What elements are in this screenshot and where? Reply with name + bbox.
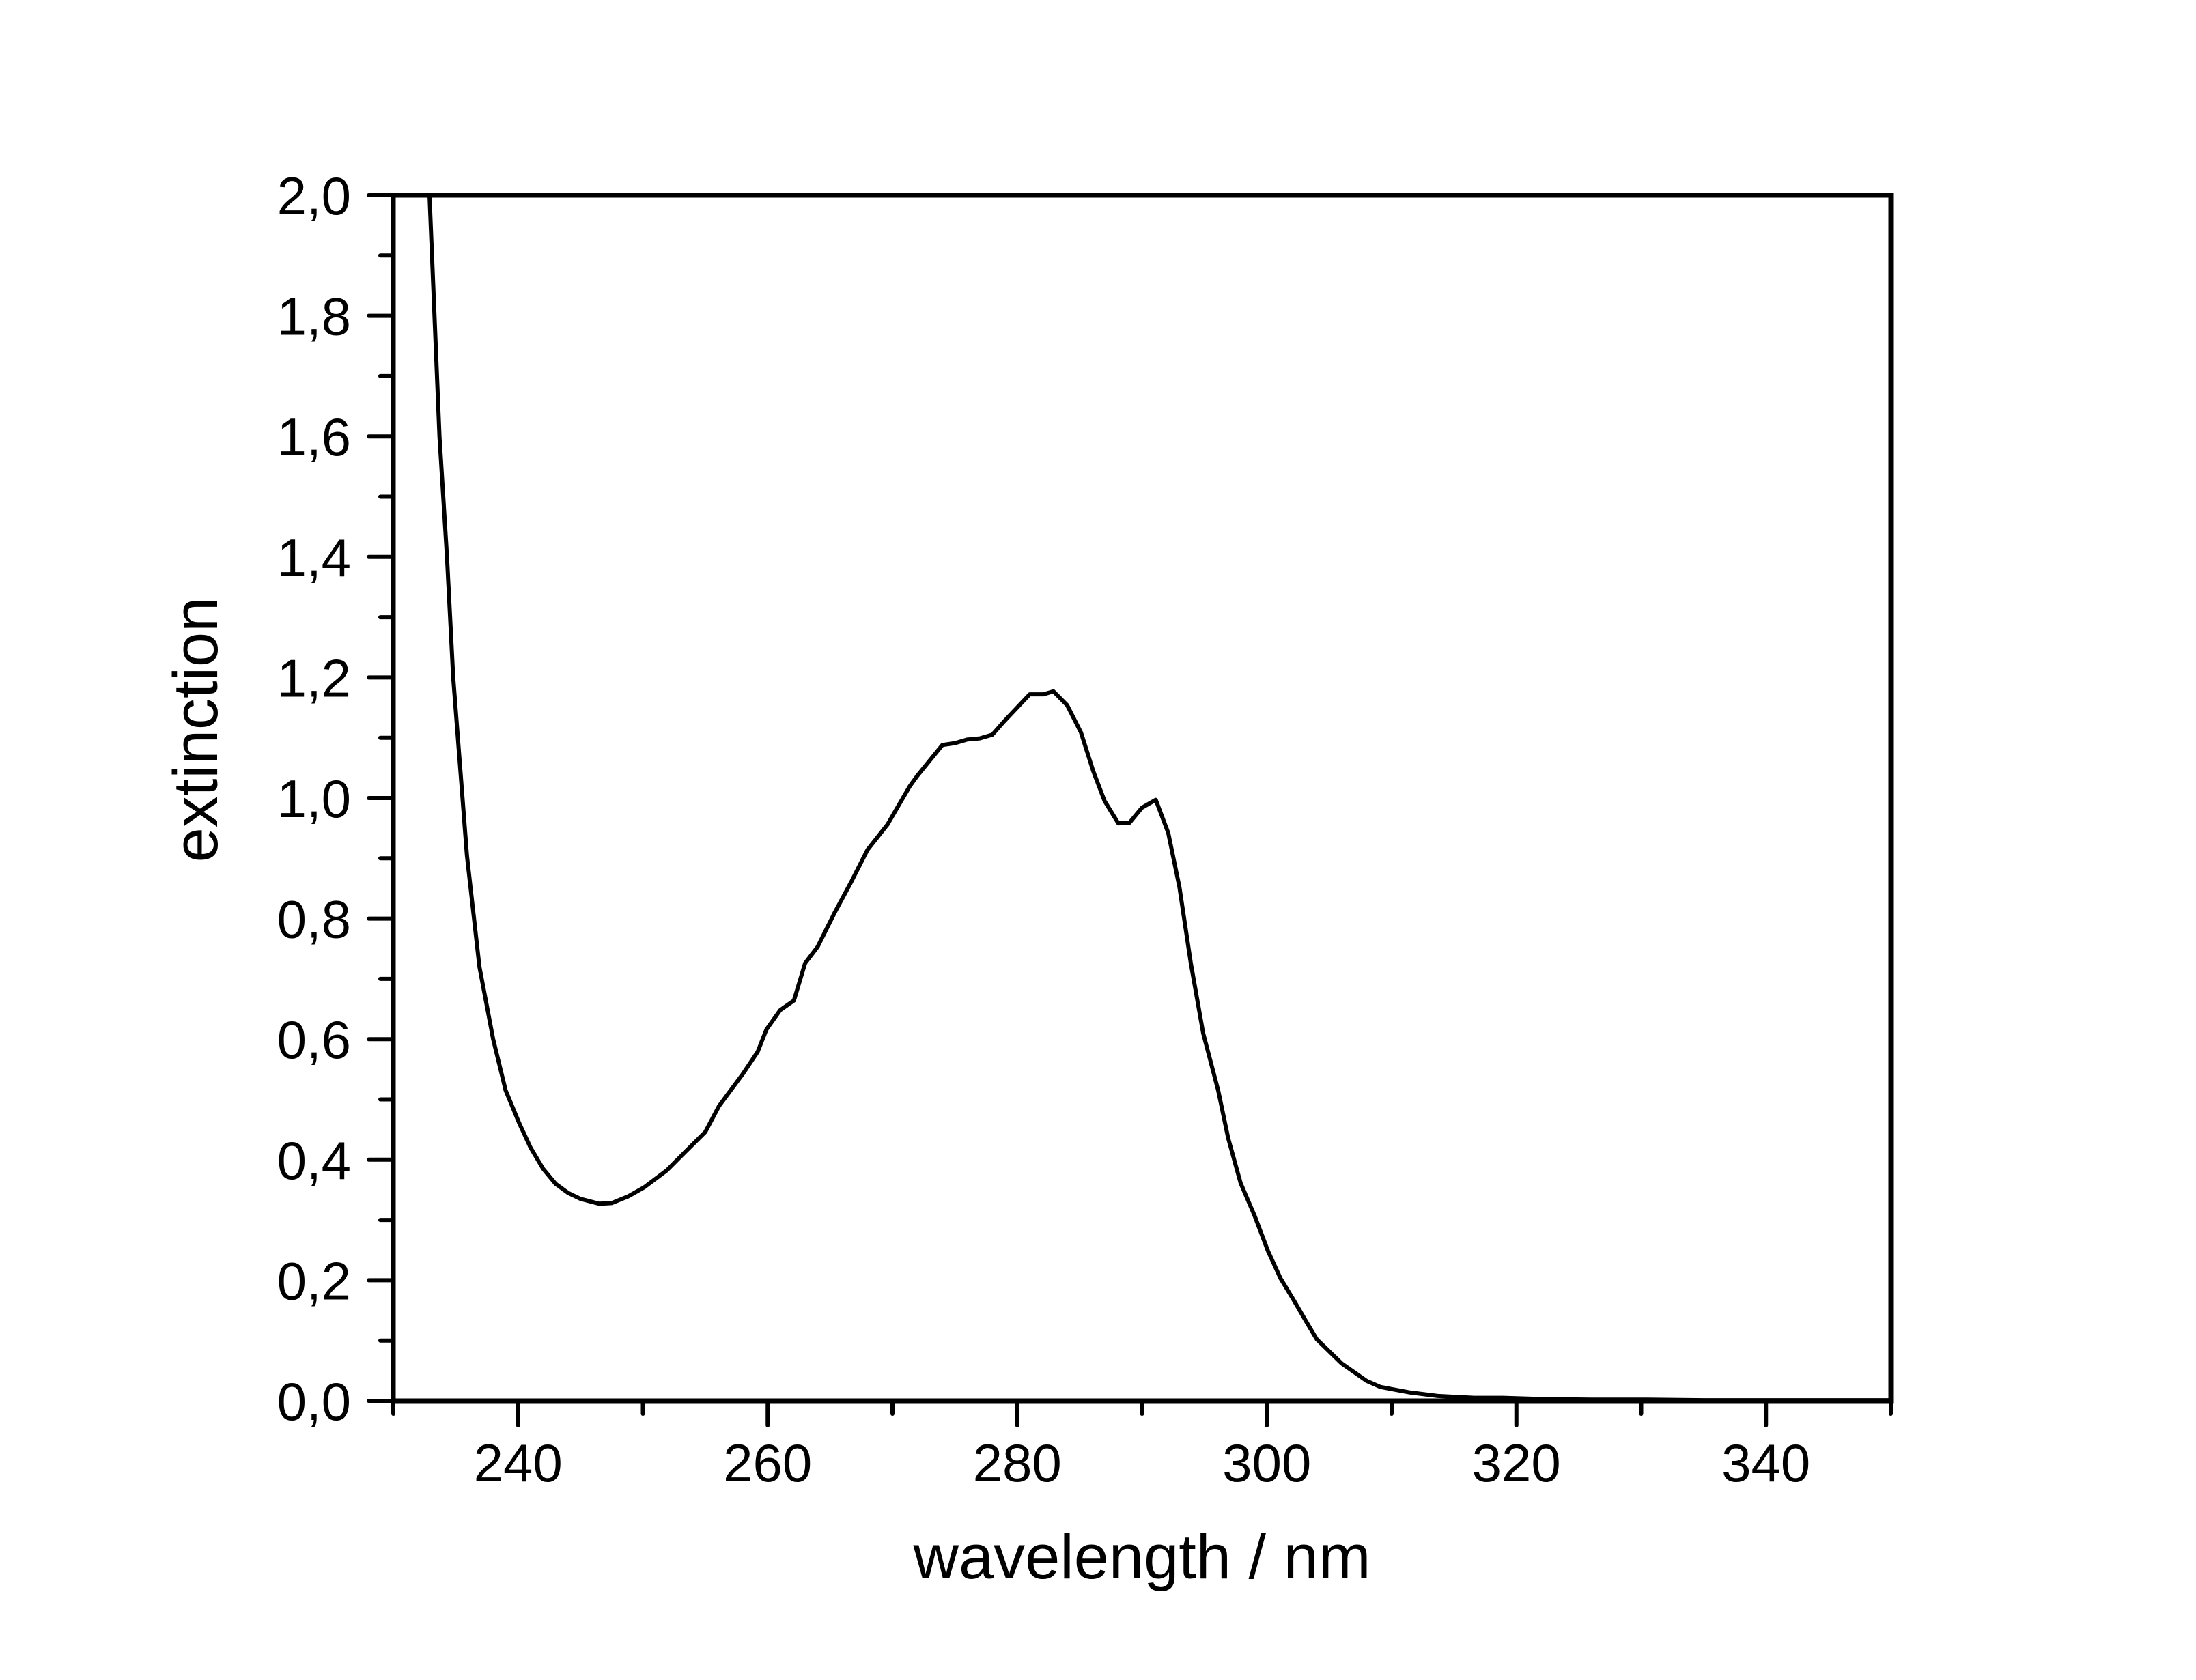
x-tick-label: 300	[1222, 1433, 1311, 1493]
y-axis-title: extinction	[161, 597, 231, 863]
spectrum-line	[427, 193, 1893, 1403]
y-tick-label: 2,0	[277, 166, 351, 226]
axis-tick-labels: 240 260 280 300 320 340 0,0 0,2 0,4 0,6 0,8 1,0 1,2 1…	[277, 166, 1811, 1493]
x-axis-title: wavelength / nm	[913, 1522, 1371, 1592]
y-tick-label: 0,6	[277, 1010, 351, 1070]
y-tick-label: 0,0	[277, 1371, 351, 1432]
plot-frame	[391, 193, 1894, 1404]
y-tick-label: 1,4	[277, 528, 351, 588]
x-tick-label: 240	[474, 1433, 563, 1493]
x-tick-label: 280	[973, 1433, 1062, 1493]
y-tick-label: 1,2	[277, 648, 351, 708]
y-tick-label: 0,4	[277, 1130, 351, 1191]
y-tick-label: 0,2	[277, 1251, 351, 1311]
y-tick-label: 1,6	[277, 407, 351, 467]
x-tick-label: 260	[723, 1433, 812, 1493]
y-tick-label: 1,8	[277, 287, 351, 347]
y-tick-label: 1,0	[277, 769, 351, 829]
x-tick-label: 320	[1472, 1433, 1561, 1493]
x-tick-label: 340	[1721, 1433, 1810, 1493]
y-tick-label: 0,8	[277, 889, 351, 950]
